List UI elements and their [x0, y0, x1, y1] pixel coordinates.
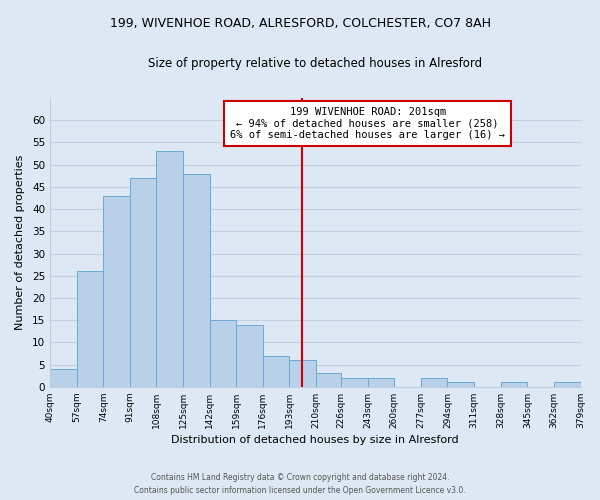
Bar [103, 196, 130, 387]
Bar [554, 382, 581, 387]
Bar [341, 378, 368, 387]
Bar [130, 178, 157, 387]
Bar [368, 378, 394, 387]
Title: Size of property relative to detached houses in Alresford: Size of property relative to detached ho… [148, 58, 482, 70]
Bar [421, 378, 448, 387]
Bar [316, 374, 341, 387]
Bar [263, 356, 289, 387]
X-axis label: Distribution of detached houses by size in Alresford: Distribution of detached houses by size … [172, 435, 459, 445]
Text: Contains HM Land Registry data © Crown copyright and database right 2024.
Contai: Contains HM Land Registry data © Crown c… [134, 474, 466, 495]
Bar [183, 174, 209, 387]
Bar [289, 360, 316, 387]
Bar [500, 382, 527, 387]
Bar [157, 152, 183, 387]
Bar [209, 320, 236, 387]
Text: 199 WIVENHOE ROAD: 201sqm
← 94% of detached houses are smaller (258)
6% of semi-: 199 WIVENHOE ROAD: 201sqm ← 94% of detac… [230, 107, 505, 140]
Bar [50, 369, 77, 387]
Bar [236, 324, 263, 387]
Y-axis label: Number of detached properties: Number of detached properties [15, 155, 25, 330]
Text: 199, WIVENHOE ROAD, ALRESFORD, COLCHESTER, CO7 8AH: 199, WIVENHOE ROAD, ALRESFORD, COLCHESTE… [110, 18, 491, 30]
Bar [77, 272, 103, 387]
Bar [448, 382, 474, 387]
